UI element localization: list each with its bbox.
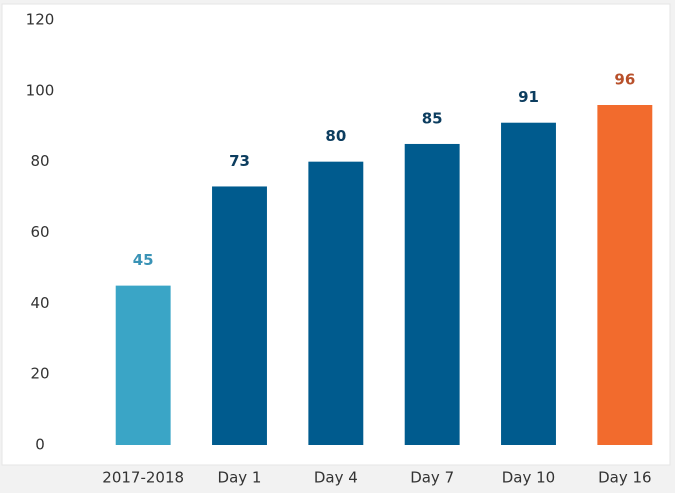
value-label: 91	[518, 88, 539, 106]
y-tick-label: 0	[35, 436, 45, 454]
y-tick-label: 100	[26, 81, 55, 99]
bar	[212, 186, 267, 446]
x-tick-label: Day 1	[218, 469, 262, 487]
value-label: 96	[614, 71, 635, 89]
y-tick-label: 120	[26, 11, 55, 29]
y-tick-label: 60	[30, 223, 49, 241]
bar	[597, 105, 653, 445]
value-label: 45	[133, 251, 154, 269]
value-label: 80	[325, 127, 346, 145]
y-tick-label: 80	[30, 152, 49, 170]
bar	[501, 122, 556, 445]
value-label: 85	[422, 109, 443, 127]
y-tick-label: 40	[30, 294, 49, 312]
x-tick-label: Day 16	[598, 469, 651, 487]
y-tick-label: 20	[30, 365, 49, 383]
bar	[308, 161, 364, 445]
x-tick-label: Day 10	[502, 469, 555, 487]
x-tick-label: Day 4	[314, 469, 358, 487]
x-tick-label: 2017-2018	[102, 469, 184, 487]
value-label: 73	[229, 152, 250, 170]
x-tick-label: Day 7	[410, 469, 454, 487]
bar	[115, 285, 171, 445]
bar	[404, 143, 460, 446]
